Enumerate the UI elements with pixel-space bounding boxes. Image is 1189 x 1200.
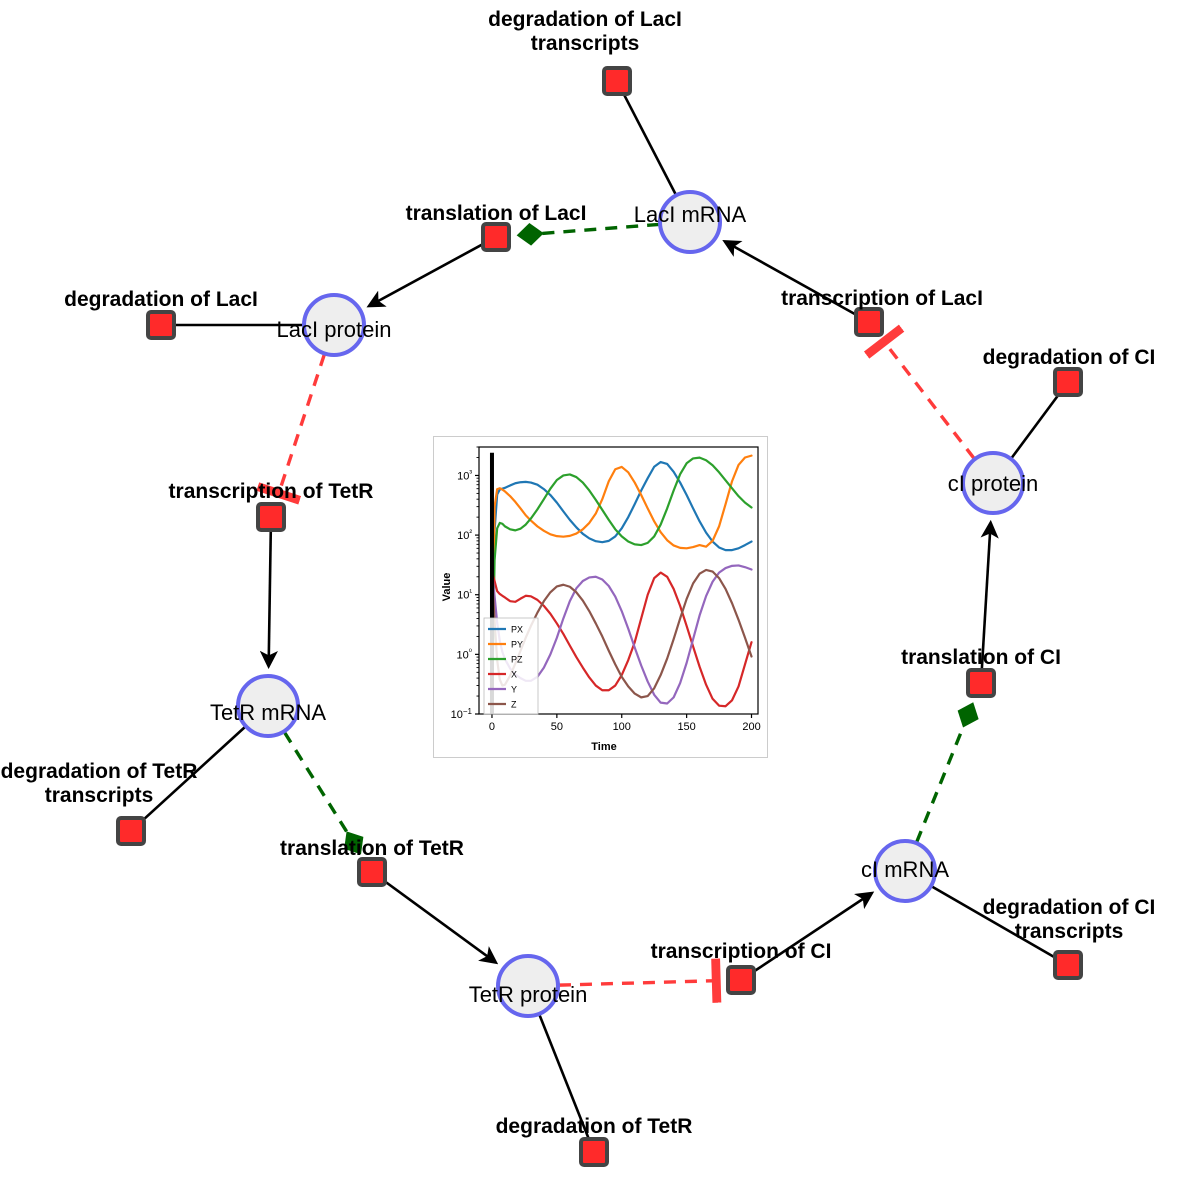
chart-xtick-label: 200 (742, 721, 760, 733)
edge-inhibition (558, 958, 722, 1003)
species-node-ci_mrna[interactable] (873, 839, 937, 903)
chart-xaxis-label: Time (591, 741, 616, 753)
node-layer (116, 66, 1083, 1167)
chart-legend-label-PX: PX (511, 625, 523, 635)
reaction-node-deg_tetr_transcripts[interactable] (116, 816, 146, 846)
edge-substrate (722, 240, 858, 317)
chart-legend-label-PY: PY (511, 640, 523, 650)
edge-substrate (538, 1014, 591, 1140)
reaction-node-deg_ci[interactable] (1053, 367, 1083, 397)
chart-yaxis-label: Value (441, 573, 453, 602)
species-node-laci_mrna[interactable] (658, 190, 722, 254)
reaction-label-translation_tetr: translation of TetR (280, 836, 464, 860)
reaction-label-translation_laci: translation of LacI (405, 201, 587, 225)
reaction-label-deg_tetr_transcripts: degradation of TetR transcripts (0, 759, 198, 807)
reaction-node-transcription_tetr[interactable] (256, 502, 286, 532)
chart-legend-label-X: X (511, 670, 517, 680)
reaction-label-transcription_ci: transcription of CI (650, 939, 832, 963)
reaction-label-transcription_laci: transcription of LacI (781, 286, 983, 310)
species-node-tetr_mrna[interactable] (236, 674, 300, 738)
species-node-ci_protein[interactable] (961, 451, 1025, 515)
edge-substrate (382, 879, 499, 965)
chart-xtick-label: 0 (489, 721, 495, 733)
chart-ytick-label: 10¹ (457, 587, 472, 602)
chart-legend-label-Y: Y (511, 685, 517, 695)
reaction-label-deg_ci: degradation of CI (982, 345, 1156, 369)
reaction-label-translation_ci: translation of CI (901, 645, 1061, 669)
edge-substrate (751, 891, 875, 974)
edge-inhibition (256, 353, 326, 505)
reaction-node-deg_laci[interactable] (146, 310, 176, 340)
reaction-label-transcription_tetr: transcription of TetR (168, 479, 374, 503)
chart-legend: PX PY PZ XYZ (483, 617, 539, 715)
chart-legend-label-Z: Z (511, 700, 517, 710)
reaction-node-translation_ci[interactable] (966, 668, 996, 698)
edge-substrate (1010, 392, 1061, 459)
chart-xtick-label: 100 (613, 721, 631, 733)
chart-legend-label-PZ: PZ (511, 655, 523, 665)
edge-modifier (516, 222, 660, 246)
edge-substrate (259, 530, 278, 670)
reaction-label-deg_laci_transcripts: degradation of LacI transcripts (488, 7, 682, 55)
chart-series-PX (490, 460, 753, 711)
reaction-label-deg_ci_transcripts: degradation of CI transcripts (982, 895, 1156, 943)
edge-substrate (931, 885, 1057, 960)
reaction-node-transcription_laci[interactable] (854, 307, 884, 337)
species-node-laci_protein[interactable] (302, 293, 366, 357)
chart-ytick-label: 10−1 (451, 707, 473, 722)
chart-series-PZ (490, 456, 753, 711)
edge-modifier (915, 702, 979, 843)
chart-series-PY (490, 454, 753, 711)
simulation-inset-plot: 10−1 10⁰ 10¹ 10² 10³ 0 50 100 150 200 PX PY PZ X Y Z T… (433, 436, 768, 758)
edge-substrate (140, 725, 246, 823)
chart-xtick-label: 50 (551, 721, 563, 733)
reaction-label-deg_tetr: degradation of TetR (495, 1114, 693, 1138)
chart-ytick-label: 10³ (457, 468, 472, 483)
edge-layer (140, 92, 1061, 1140)
reaction-node-deg_laci_transcripts[interactable] (602, 66, 632, 96)
reaction-label-deg_laci: degradation of LacI (64, 287, 258, 311)
edge-substrate (980, 519, 999, 670)
edge-inhibition (863, 324, 976, 460)
chart-frame (478, 446, 759, 715)
chart-ytick-label: 10⁰ (457, 647, 472, 662)
chart-series-X (490, 570, 753, 708)
edge-modifier (283, 731, 364, 855)
reaction-node-translation_tetr[interactable] (357, 857, 387, 887)
chart-ytick-label: 10² (457, 528, 472, 543)
reaction-node-deg_ci_transcripts[interactable] (1053, 950, 1083, 980)
chart-legend-box (483, 617, 539, 715)
reaction-node-deg_tetr[interactable] (579, 1137, 609, 1167)
timeseries-chart-svg: 10−1 10⁰ 10¹ 10² 10³ 0 50 100 150 200 PX PY PZ XYZ T… (434, 437, 767, 757)
reaction-node-translation_laci[interactable] (481, 222, 511, 252)
chart-xtick-label: 150 (677, 721, 695, 733)
reaction-node-transcription_ci[interactable] (726, 965, 756, 995)
edge-substrate (622, 92, 677, 196)
edge-substrate (366, 242, 485, 308)
species-node-tetr_protein[interactable] (496, 954, 560, 1018)
